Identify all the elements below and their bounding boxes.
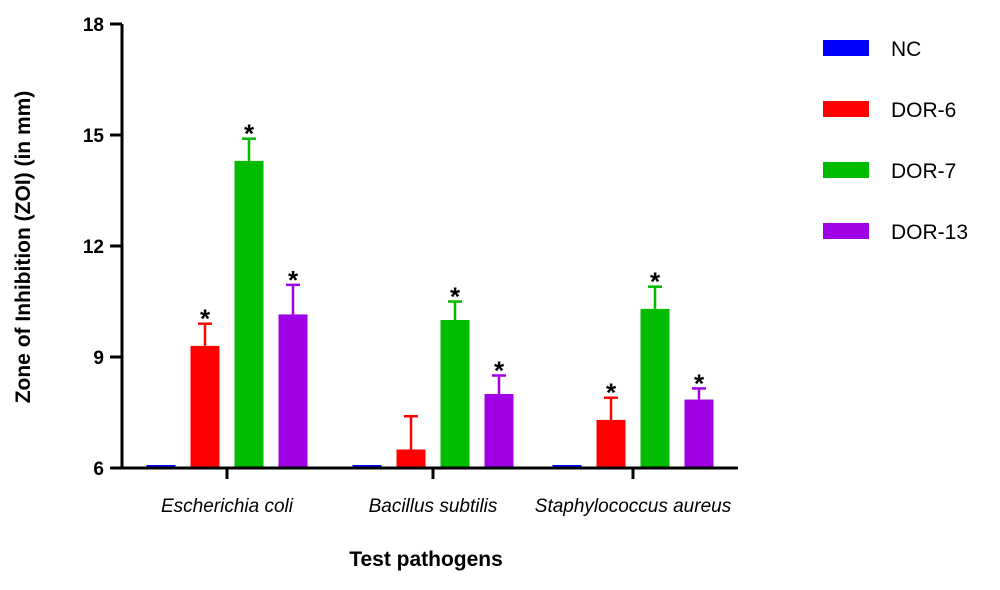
significance-marker-dor-7-2: * <box>650 267 661 297</box>
x-tick-label-0: Escherichia coli <box>161 496 294 517</box>
legend-swatch-dor-7 <box>823 162 869 178</box>
bar-dor-7-1 <box>440 320 470 468</box>
significance-marker-dor-6-0: * <box>200 304 211 334</box>
significance-marker-dor-6-2: * <box>606 378 617 408</box>
bar-dor-6-0 <box>190 345 220 468</box>
x-axis-title: Test pathogens <box>349 548 503 571</box>
legend: NC DOR-6 DOR-7 DOR-13 <box>823 38 968 244</box>
legend-label-dor-7: DOR-7 <box>891 160 956 183</box>
significance-marker-dor-13-0: * <box>288 265 299 295</box>
legend-label-dor-6: DOR-6 <box>891 99 956 122</box>
y-tick-label-6: 6 <box>93 459 104 480</box>
bar-dor-7-2 <box>640 308 670 468</box>
axes-layer: 6 9 12 15 18 Escherichia coli Bacillus subtili… <box>83 15 738 517</box>
x-tick-label-1: Bacillus subtilis <box>369 496 498 517</box>
bar-dor-7-0 <box>234 160 264 468</box>
y-tick-label-9: 9 <box>93 348 104 369</box>
significance-marker-dor-13-1: * <box>494 356 505 386</box>
legend-swatch-dor-6 <box>823 101 869 117</box>
y-tick-label-18: 18 <box>83 15 104 36</box>
significance-marker-dor-7-1: * <box>450 282 461 312</box>
y-axis-title: Zone of Inhibition (ZOI) (in mm) <box>12 91 35 404</box>
bars-layer: * * * * * * * * <box>146 119 714 468</box>
y-tick-label-15: 15 <box>83 126 105 147</box>
legend-label-nc: NC <box>891 38 921 61</box>
x-tick-label-2: Staphylococcus aureus <box>535 496 732 517</box>
legend-label-dor-13: DOR-13 <box>891 221 968 244</box>
bar-dor-6-1 <box>396 449 426 468</box>
bar-dor-13-0 <box>278 314 308 468</box>
significance-marker-dor-13-2: * <box>694 368 705 398</box>
bar-dor-6-2 <box>596 419 626 468</box>
significance-marker-dor-7-0: * <box>244 119 255 149</box>
legend-swatch-dor-13 <box>823 223 869 239</box>
bar-dor-13-2 <box>684 399 714 468</box>
y-tick-label-12: 12 <box>83 237 104 258</box>
legend-swatch-nc <box>823 40 869 56</box>
bar-dor-13-1 <box>484 394 514 468</box>
